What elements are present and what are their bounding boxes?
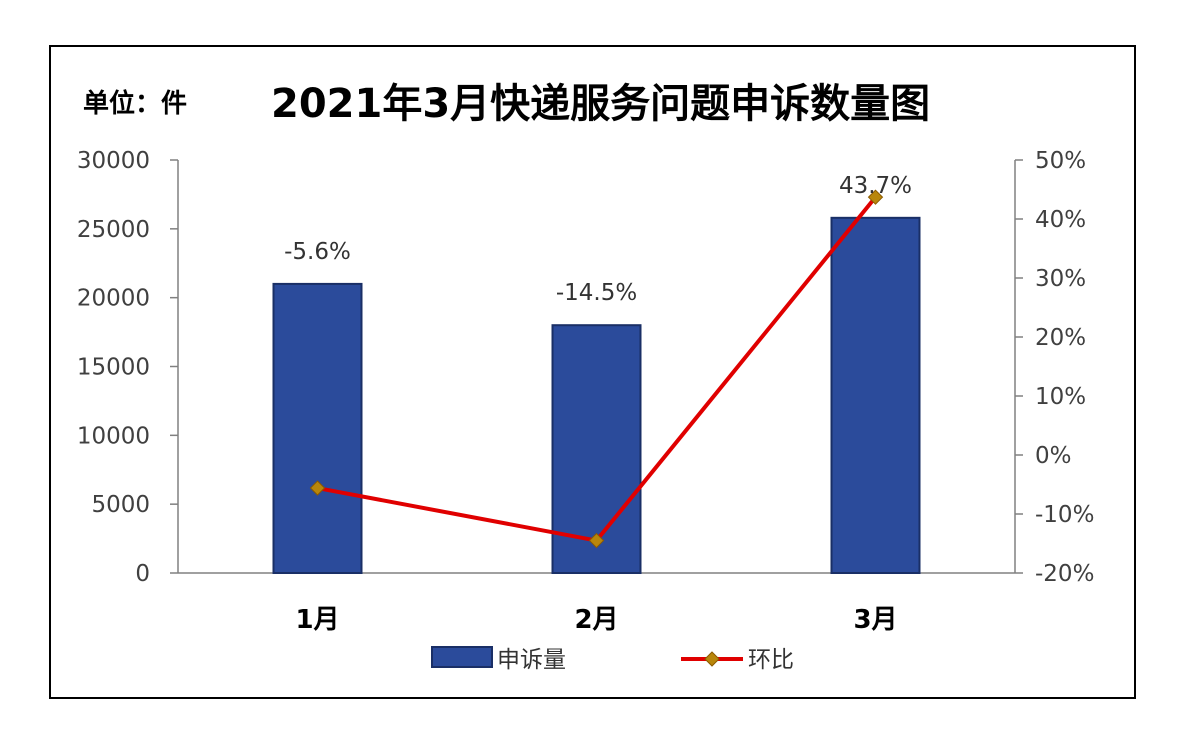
y-right-tick-label: 0% xyxy=(1035,443,1072,469)
x-tick-label: 2月 xyxy=(574,605,618,635)
y-right-tick-label: 10% xyxy=(1035,384,1086,410)
line-point xyxy=(588,532,605,549)
plot-area: 0 5000 10000 15000 20000 25000 30000 -20% -10% 0%… xyxy=(77,148,1095,673)
y-left-tick-label: 10000 xyxy=(77,423,150,449)
legend-swatch-marker xyxy=(704,651,720,667)
x-tick-label: 3月 xyxy=(853,605,897,635)
y-left-tick-label: 30000 xyxy=(77,148,150,174)
unit-label: 单位：件 xyxy=(83,88,187,119)
y-right-tick-label: 40% xyxy=(1035,207,1086,233)
y-left-tick-label: 15000 xyxy=(77,355,150,381)
y-left-tick-label: 25000 xyxy=(77,217,150,243)
y-left-tick-label: 0 xyxy=(135,561,150,587)
bar xyxy=(830,216,921,574)
y-left-tick-label: 20000 xyxy=(77,286,150,312)
y-right-tick-label: 30% xyxy=(1035,266,1086,292)
line-point xyxy=(309,480,326,496)
y-right-tick-label: 50% xyxy=(1035,148,1086,174)
legend-label: 环比 xyxy=(748,647,794,673)
chart-frame: 单位：件 2021年3月快递服务问题申诉数量图 0 5000 10000 15000 2… xyxy=(49,45,1136,699)
bar xyxy=(551,324,642,575)
line-point xyxy=(867,189,884,205)
data-label: 43.7% xyxy=(839,173,912,199)
data-label: -5.6% xyxy=(284,239,351,265)
y-right-tick-label: -10% xyxy=(1035,502,1094,528)
chart-title: 2021年3月快递服务问题申诉数量图 xyxy=(271,81,930,127)
x-tick-label: 1月 xyxy=(295,605,339,635)
legend-swatch-bar xyxy=(431,646,493,668)
data-label: -14.5% xyxy=(556,280,637,306)
y-right-tick-label: -20% xyxy=(1035,561,1094,587)
legend-label: 申诉量 xyxy=(497,647,566,673)
y-right-tick-label: 20% xyxy=(1035,325,1086,351)
y-left-tick-label: 5000 xyxy=(91,492,150,518)
chart: 单位：件 2021年3月快递服务问题申诉数量图 0 5000 10000 15000 2… xyxy=(77,81,1095,673)
bar xyxy=(272,282,363,574)
